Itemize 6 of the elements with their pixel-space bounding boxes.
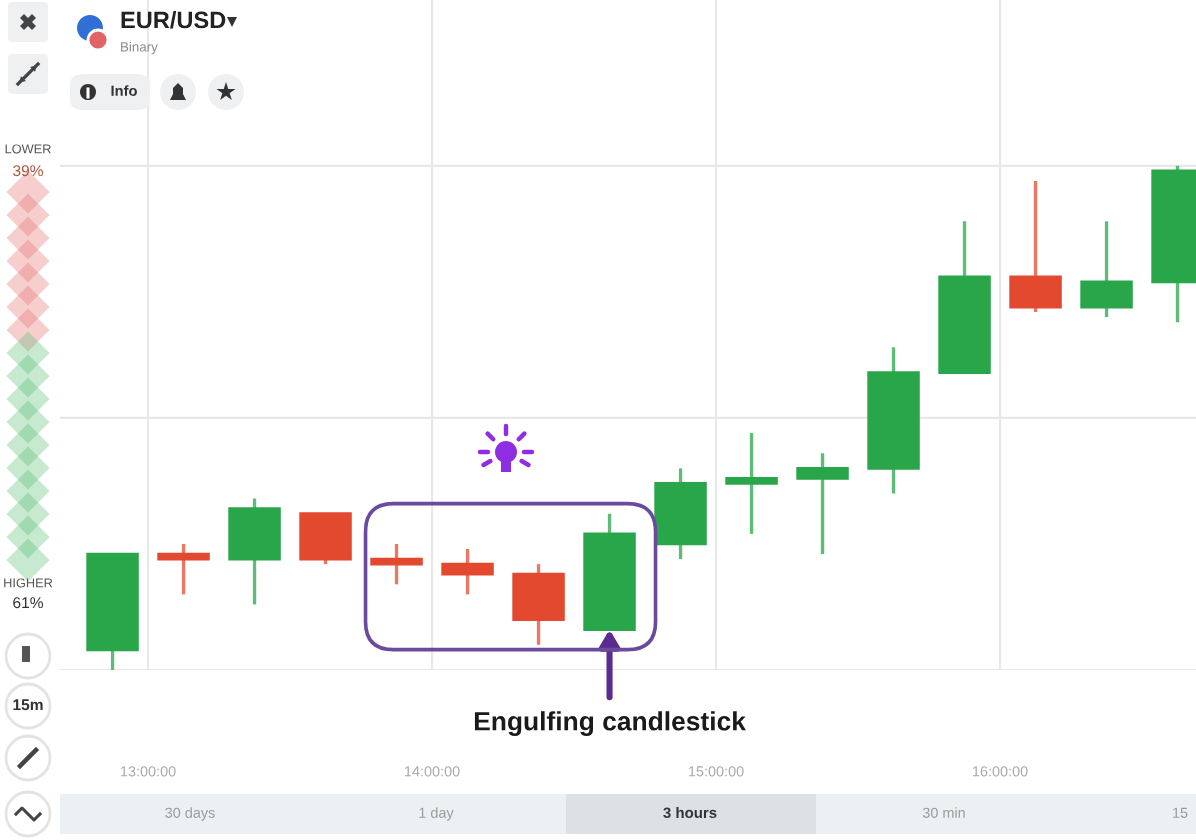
chart-title: EUR/USD xyxy=(121,11,226,29)
candlestick xyxy=(796,451,849,556)
candlestick xyxy=(725,431,778,536)
annotation: Engulfing candlestick xyxy=(474,711,746,736)
candlestick xyxy=(370,542,423,586)
candlestick xyxy=(157,542,210,597)
